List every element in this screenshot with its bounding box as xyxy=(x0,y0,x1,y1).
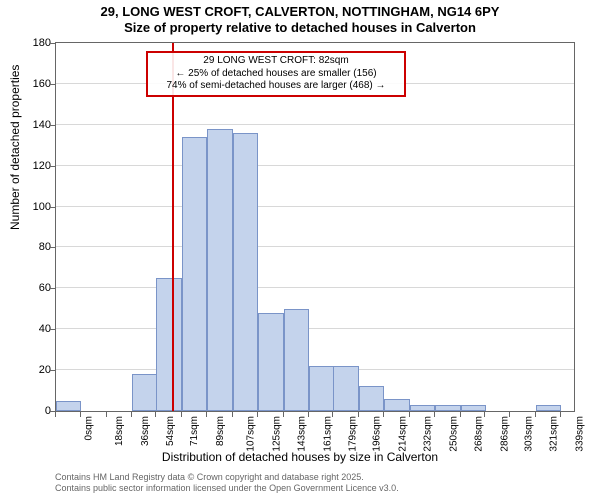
histogram-bar xyxy=(56,401,81,411)
histogram-bar xyxy=(461,405,486,411)
y-tick-mark xyxy=(50,125,55,126)
y-tick-mark xyxy=(50,166,55,167)
annot-line3: 74% of semi-detached houses are larger (… xyxy=(166,80,385,91)
y-tick-mark xyxy=(50,288,55,289)
y-tick-mark xyxy=(50,43,55,44)
x-tick-label: 179sqm xyxy=(348,416,359,452)
x-tick-label: 89sqm xyxy=(215,416,226,446)
x-tick-mark xyxy=(460,412,461,417)
footer-line2: Contains public sector information licen… xyxy=(55,483,399,493)
y-tick-label: 80 xyxy=(21,241,51,253)
x-tick-label: 250sqm xyxy=(448,416,459,452)
title-sub: Size of property relative to detached ho… xyxy=(0,20,600,35)
y-tick-mark xyxy=(50,207,55,208)
y-tick-mark xyxy=(50,370,55,371)
x-tick-mark xyxy=(409,412,410,417)
histogram-bar xyxy=(182,137,207,411)
histogram-bar xyxy=(410,405,435,411)
histogram-bar xyxy=(435,405,460,411)
x-tick-label: 125sqm xyxy=(271,416,282,452)
histogram-bar xyxy=(309,366,334,411)
x-tick-mark xyxy=(232,412,233,417)
histogram-bar xyxy=(359,386,384,411)
y-tick-label: 60 xyxy=(21,282,51,294)
x-tick-mark xyxy=(484,412,485,417)
histogram-bar xyxy=(207,129,232,411)
y-tick-mark xyxy=(50,247,55,248)
histogram-bar xyxy=(284,309,309,411)
x-tick-mark xyxy=(181,412,182,417)
x-tick-mark xyxy=(106,412,107,417)
x-tick-label: 54sqm xyxy=(165,416,176,446)
x-tick-mark xyxy=(206,412,207,417)
y-tick-label: 120 xyxy=(21,160,51,172)
x-tick-label: 143sqm xyxy=(297,416,308,452)
grid-line xyxy=(56,246,574,247)
y-tick-label: 180 xyxy=(21,37,51,49)
x-tick-mark xyxy=(358,412,359,417)
x-tick-mark xyxy=(560,412,561,417)
x-tick-mark xyxy=(155,412,156,417)
histogram-bar xyxy=(333,366,358,411)
x-tick-mark xyxy=(383,412,384,417)
x-tick-label: 36sqm xyxy=(140,416,151,446)
y-tick-label: 20 xyxy=(21,364,51,376)
x-tick-mark xyxy=(55,412,56,417)
x-tick-mark xyxy=(308,412,309,417)
y-tick-label: 40 xyxy=(21,323,51,335)
y-axis-label: Number of detached properties xyxy=(8,65,22,230)
x-tick-mark xyxy=(332,412,333,417)
x-axis-label: Distribution of detached houses by size … xyxy=(0,450,600,464)
x-tick-label: 18sqm xyxy=(114,416,125,446)
histogram-bar xyxy=(384,399,409,411)
y-tick-label: 0 xyxy=(21,405,51,417)
grid-line xyxy=(56,328,574,329)
x-tick-label: 161sqm xyxy=(322,416,333,452)
x-tick-label: 71sqm xyxy=(190,416,201,446)
footer-line1: Contains HM Land Registry data © Crown c… xyxy=(55,472,364,482)
histogram-bar xyxy=(258,313,283,411)
y-tick-label: 160 xyxy=(21,78,51,90)
y-tick-label: 100 xyxy=(21,201,51,213)
x-tick-mark xyxy=(535,412,536,417)
grid-line xyxy=(56,165,574,166)
x-tick-mark xyxy=(434,412,435,417)
histogram-bar xyxy=(536,405,561,411)
x-tick-label: 268sqm xyxy=(474,416,485,452)
footer-attribution: Contains HM Land Registry data © Crown c… xyxy=(55,472,399,494)
grid-line xyxy=(56,287,574,288)
x-tick-mark xyxy=(509,412,510,417)
title-main: 29, LONG WEST CROFT, CALVERTON, NOTTINGH… xyxy=(0,4,600,19)
chart-container: 29, LONG WEST CROFT, CALVERTON, NOTTINGH… xyxy=(0,0,600,500)
grid-line xyxy=(56,124,574,125)
y-tick-mark xyxy=(50,84,55,85)
grid-line xyxy=(56,206,574,207)
x-tick-label: 232sqm xyxy=(423,416,434,452)
histogram-bar xyxy=(156,278,181,411)
x-tick-mark xyxy=(131,412,132,417)
x-tick-mark xyxy=(257,412,258,417)
reference-line xyxy=(172,43,174,411)
x-tick-label: 196sqm xyxy=(372,416,383,452)
x-tick-label: 214sqm xyxy=(397,416,408,452)
x-tick-mark xyxy=(283,412,284,417)
x-tick-label: 339sqm xyxy=(574,416,585,452)
plot-area: 29 LONG WEST CROFT: 82sqm ← 25% of detach… xyxy=(55,42,575,412)
x-tick-label: 107sqm xyxy=(246,416,257,452)
x-tick-label: 303sqm xyxy=(523,416,534,452)
annotation-box: 29 LONG WEST CROFT: 82sqm ← 25% of detach… xyxy=(146,51,406,97)
x-tick-label: 321sqm xyxy=(549,416,560,452)
x-tick-label: 286sqm xyxy=(499,416,510,452)
x-tick-label: 0sqm xyxy=(83,416,94,440)
annot-line2: ← 25% of detached houses are smaller (15… xyxy=(175,68,376,79)
annot-line1: 29 LONG WEST CROFT: 82sqm xyxy=(203,55,348,66)
y-tick-mark xyxy=(50,329,55,330)
y-tick-label: 140 xyxy=(21,119,51,131)
histogram-bar xyxy=(233,133,258,411)
x-tick-mark xyxy=(80,412,81,417)
histogram-bar xyxy=(132,374,157,411)
